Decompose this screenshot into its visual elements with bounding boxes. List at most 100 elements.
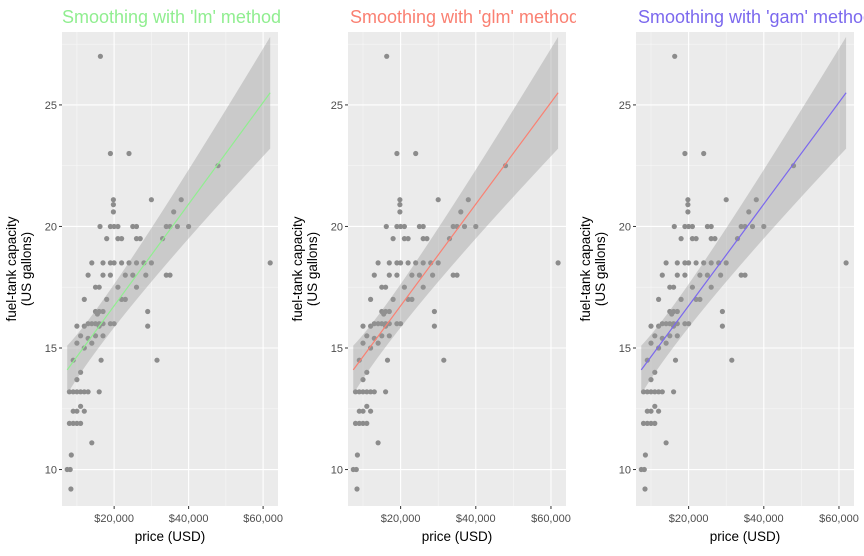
data-point: [701, 150, 707, 157]
data-point: [672, 357, 679, 363]
data-point: [368, 323, 374, 329]
data-point: [659, 389, 665, 395]
data-point: [704, 223, 711, 230]
y-axis-title-line-2: (US gallons): [19, 232, 34, 306]
data-point: [126, 150, 132, 157]
data-point: [267, 260, 273, 266]
confidence-band: [353, 36, 559, 395]
data-point: [368, 408, 374, 414]
data-point: [398, 223, 404, 230]
data-point: [663, 340, 669, 346]
data-point: [110, 202, 116, 208]
data-point: [96, 389, 102, 395]
data-point: [364, 369, 370, 375]
data-point: [78, 369, 84, 375]
data-point: [100, 260, 106, 266]
data-point: [107, 272, 113, 278]
x-axis-title: price (USD): [710, 529, 781, 544]
data-point: [379, 321, 385, 327]
data-point: [110, 209, 116, 215]
y-tick-label: 25: [45, 100, 57, 112]
data-point: [409, 272, 415, 278]
data-point: [167, 272, 173, 278]
data-point: [78, 389, 84, 395]
data-point: [672, 53, 678, 59]
data-point: [110, 197, 116, 203]
data-point: [368, 345, 374, 351]
y-tick-label: 25: [619, 100, 631, 112]
data-point: [659, 321, 665, 327]
y-tick-label: 15: [45, 343, 57, 355]
data-point: [375, 321, 381, 327]
data-point: [375, 440, 381, 446]
data-point: [401, 223, 407, 230]
data-point: [89, 340, 95, 346]
data-point: [424, 236, 430, 242]
data-point: [843, 260, 849, 266]
data-point: [420, 223, 426, 230]
data-point: [122, 296, 128, 302]
data-point: [656, 323, 662, 329]
data-point: [70, 408, 76, 414]
data-point: [352, 389, 359, 395]
data-point: [659, 272, 665, 278]
data-point: [371, 321, 377, 327]
data-point: [383, 284, 389, 290]
data-point: [682, 272, 688, 278]
data-point: [70, 357, 76, 363]
data-point: [416, 272, 422, 278]
data-point: [368, 389, 374, 395]
data-point: [401, 236, 407, 242]
data-point: [394, 260, 400, 266]
data-point: [163, 223, 169, 230]
data-point: [381, 311, 387, 317]
data-point: [667, 321, 673, 327]
data-point: [648, 340, 654, 346]
data-point: [133, 223, 140, 230]
data-point: [648, 377, 654, 383]
chart-title: Smoothing with 'glm' method: [350, 7, 579, 27]
data-point: [644, 408, 650, 414]
data-point: [718, 272, 724, 278]
data-point: [92, 284, 99, 290]
data-point: [413, 150, 419, 157]
data-point: [100, 272, 106, 278]
data-point: [130, 272, 136, 278]
data-point: [435, 197, 441, 203]
confidence-band: [67, 36, 271, 395]
data-point: [502, 163, 509, 169]
data-point: [360, 420, 366, 426]
data-point: [122, 272, 128, 278]
data-point: [98, 357, 104, 363]
data-point: [712, 236, 718, 242]
data-point: [398, 321, 404, 327]
smooth-line: [640, 92, 847, 371]
data-point: [94, 311, 100, 317]
data-point: [375, 340, 381, 346]
data-point: [70, 389, 76, 395]
data-point: [656, 389, 662, 395]
data-point: [364, 420, 370, 426]
data-point: [70, 420, 76, 426]
x-axis-title: price (USD): [135, 529, 206, 544]
data-point: [130, 223, 136, 230]
data-point: [674, 272, 680, 278]
data-point: [644, 420, 650, 426]
data-point: [81, 408, 87, 414]
data-point: [368, 296, 374, 302]
data-point: [383, 389, 389, 395]
data-point: [416, 223, 422, 230]
data-point: [689, 236, 696, 242]
data-point: [107, 321, 113, 327]
y-tick-label: 25: [331, 100, 343, 112]
data-point: [386, 308, 392, 315]
x-tick-label: $40,000: [744, 513, 784, 525]
data-point: [685, 202, 691, 208]
data-point: [461, 223, 468, 230]
x-tick-label: $60,000: [531, 513, 571, 525]
x-tick-label: $40,000: [456, 513, 496, 525]
data-point: [663, 321, 669, 327]
data-point: [356, 357, 362, 363]
data-point: [163, 272, 169, 278]
